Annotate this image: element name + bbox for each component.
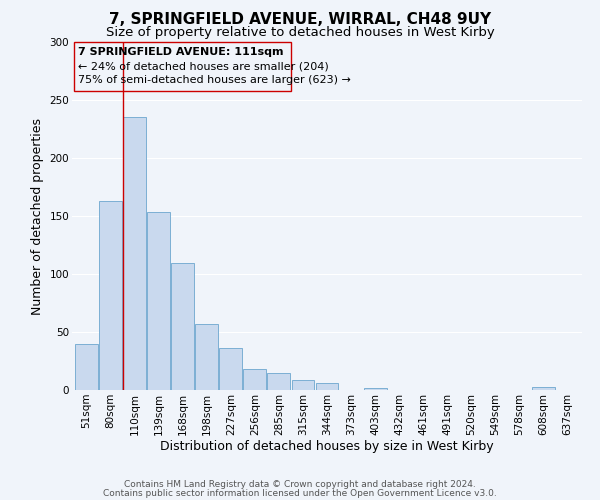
Y-axis label: Number of detached properties: Number of detached properties — [31, 118, 44, 315]
Text: 75% of semi-detached houses are larger (623) →: 75% of semi-detached houses are larger (… — [77, 75, 350, 85]
Text: Contains public sector information licensed under the Open Government Licence v3: Contains public sector information licen… — [103, 489, 497, 498]
Bar — [75, 344, 98, 390]
Bar — [532, 386, 555, 390]
Text: Size of property relative to detached houses in West Kirby: Size of property relative to detached ho… — [106, 26, 494, 39]
Bar — [220, 348, 242, 390]
Bar — [364, 388, 386, 390]
Bar — [171, 262, 194, 390]
Bar — [195, 324, 218, 390]
Bar — [123, 116, 146, 390]
X-axis label: Distribution of detached houses by size in West Kirby: Distribution of detached houses by size … — [160, 440, 494, 454]
Bar — [99, 201, 122, 390]
Bar — [316, 383, 338, 390]
Text: ← 24% of detached houses are smaller (204): ← 24% of detached houses are smaller (20… — [77, 61, 328, 71]
Bar — [244, 369, 266, 390]
Bar — [268, 372, 290, 390]
Text: Contains HM Land Registry data © Crown copyright and database right 2024.: Contains HM Land Registry data © Crown c… — [124, 480, 476, 489]
Bar — [147, 212, 170, 390]
Text: 7, SPRINGFIELD AVENUE, WIRRAL, CH48 9UY: 7, SPRINGFIELD AVENUE, WIRRAL, CH48 9UY — [109, 12, 491, 28]
Text: 7 SPRINGFIELD AVENUE: 111sqm: 7 SPRINGFIELD AVENUE: 111sqm — [77, 47, 283, 57]
Bar — [292, 380, 314, 390]
